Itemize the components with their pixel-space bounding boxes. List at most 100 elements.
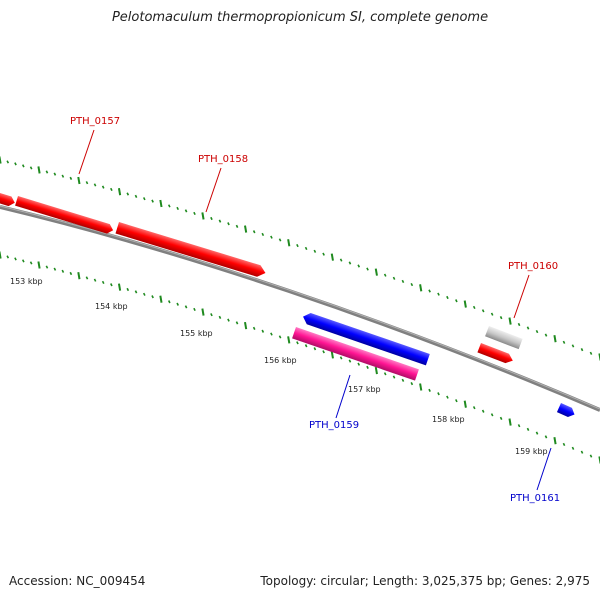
outer-ring-minor-tick bbox=[580, 348, 584, 352]
inner-ring-major-tick bbox=[287, 336, 291, 344]
scale-label-155: 155 kbp bbox=[180, 329, 213, 338]
inner-ring-minor-tick bbox=[481, 409, 485, 413]
inner-ring-minor-tick bbox=[85, 276, 89, 280]
inner-ring-minor-tick bbox=[167, 300, 171, 304]
accession-text: Accession: NC_009454 bbox=[9, 574, 146, 588]
scale-label-154: 154 kbp bbox=[95, 302, 128, 311]
scale-label-158: 158 kbp bbox=[432, 415, 465, 424]
outer-ring-major-tick bbox=[77, 176, 81, 185]
gene-label-pth-0160[interactable]: PTH_0160 bbox=[508, 261, 558, 272]
outer-ring-minor-tick bbox=[313, 249, 317, 253]
inner-ring-minor-tick bbox=[455, 399, 458, 403]
inner-ring-minor-tick bbox=[278, 335, 282, 339]
outer-ring-minor-tick bbox=[270, 235, 273, 239]
inner-ring-minor-tick bbox=[184, 305, 188, 309]
outer-ring-major-tick bbox=[463, 300, 467, 308]
inner-ring-minor-tick bbox=[45, 265, 49, 269]
outer-ring-minor-tick bbox=[428, 289, 431, 293]
inner-ring-minor-tick bbox=[6, 255, 10, 259]
inner-ring-minor-tick bbox=[193, 307, 196, 312]
outer-ring-minor-tick bbox=[322, 252, 325, 256]
leader-line-pth-0158 bbox=[205, 167, 222, 213]
outer-ring-minor-tick bbox=[184, 209, 188, 213]
gene-label-pth-0159[interactable]: PTH_0159 bbox=[309, 420, 359, 431]
gene-arrow-pth-0157[interactable] bbox=[15, 196, 115, 235]
outer-ring-minor-tick bbox=[481, 309, 485, 313]
gene-arrow-pth-0160[interactable] bbox=[477, 343, 514, 365]
outer-ring-minor-tick bbox=[110, 187, 113, 192]
inner-ring-minor-tick bbox=[134, 290, 138, 294]
outer-ring-minor-tick bbox=[348, 261, 352, 265]
inner-ring-minor-tick bbox=[69, 271, 73, 276]
gene-arrow-unlabeled-left[interactable] bbox=[0, 193, 16, 208]
gene-arrow-grey[interactable] bbox=[485, 326, 523, 350]
outer-ring-minor-tick bbox=[176, 206, 179, 211]
outer-ring-major-tick bbox=[244, 225, 248, 233]
scale-label-156: 156 kbp bbox=[264, 356, 297, 365]
outer-ring-major-tick bbox=[117, 188, 122, 196]
scale-label-159: 159 kbp bbox=[515, 447, 548, 456]
inner-ring-major-tick bbox=[463, 400, 467, 408]
outer-ring-minor-tick bbox=[93, 183, 97, 187]
inner-ring-minor-tick bbox=[366, 365, 369, 369]
inner-ring-minor-tick bbox=[218, 315, 222, 319]
inner-ring-major-tick bbox=[244, 321, 248, 330]
inner-ring-major-tick bbox=[330, 351, 334, 359]
inner-ring-minor-tick bbox=[261, 329, 265, 333]
inner-ring-minor-tick bbox=[110, 283, 113, 287]
outer-ring-minor-tick bbox=[21, 164, 25, 168]
outer-ring-minor-tick bbox=[401, 279, 405, 284]
inner-ring-minor-tick bbox=[580, 450, 584, 454]
gene-label-pth-0158[interactable]: PTH_0158 bbox=[198, 154, 248, 165]
gene-arrow-pth-0159[interactable] bbox=[292, 327, 419, 381]
outer-ring-minor-tick bbox=[151, 199, 154, 203]
outer-ring-major-tick bbox=[419, 284, 423, 292]
inner-ring-minor-tick bbox=[589, 454, 593, 458]
inner-ring-major-tick bbox=[374, 366, 378, 375]
gene-arrow-pth-0161[interactable] bbox=[556, 403, 577, 419]
inner-ring-minor-tick bbox=[392, 375, 396, 379]
inner-ring-minor-tick bbox=[401, 378, 405, 382]
outer-ring-minor-tick bbox=[535, 329, 539, 334]
outer-ring-minor-tick bbox=[6, 160, 10, 164]
inner-ring-minor-tick bbox=[348, 359, 352, 363]
outer-ring-minor-tick bbox=[45, 170, 49, 174]
outer-ring-minor-tick bbox=[193, 211, 196, 216]
scale-label-153: 153 kbp bbox=[10, 277, 43, 286]
outer-ring-major-tick bbox=[201, 212, 205, 220]
outer-ring-minor-tick bbox=[589, 351, 593, 355]
inner-ring-major-tick bbox=[508, 418, 512, 426]
outer-ring-major-tick bbox=[508, 317, 512, 325]
outer-ring-minor-tick bbox=[446, 295, 449, 300]
inner-ring-major-tick bbox=[37, 261, 41, 269]
inner-ring-minor-tick bbox=[322, 350, 325, 354]
outer-ring-minor-tick bbox=[296, 243, 299, 248]
inner-ring-minor-tick bbox=[21, 259, 25, 263]
leader-line-pth-0159 bbox=[335, 374, 351, 419]
inner-ring-minor-tick bbox=[535, 431, 539, 435]
outer-ring-major-tick bbox=[287, 239, 291, 247]
outer-tick-ring bbox=[0, 156, 600, 361]
outer-ring-major-tick bbox=[159, 199, 163, 208]
gene-arrow-pth-0158[interactable] bbox=[115, 222, 267, 279]
inner-ring-major-tick bbox=[419, 383, 423, 391]
genome-backbone bbox=[0, 205, 600, 412]
outer-ring-major-tick bbox=[37, 166, 41, 174]
inner-ring-minor-tick bbox=[544, 435, 548, 439]
inner-ring-minor-tick bbox=[383, 372, 387, 376]
inner-ring-minor-tick bbox=[446, 395, 449, 399]
outer-ring-minor-tick bbox=[126, 192, 130, 196]
gene-label-pth-0157[interactable]: PTH_0157 bbox=[70, 116, 120, 127]
topology-summary: Topology: circular; Length: 3,025,375 bp… bbox=[260, 574, 590, 588]
inner-ring-minor-tick bbox=[437, 392, 440, 396]
outer-ring-minor-tick bbox=[437, 292, 440, 296]
outer-ring-minor-tick bbox=[392, 276, 396, 280]
inner-ring-major-tick bbox=[117, 283, 122, 291]
inner-ring-minor-tick bbox=[357, 362, 361, 366]
gene-label-pth-0161[interactable]: PTH_0161 bbox=[510, 493, 560, 504]
gene-arrow-blue-reverse[interactable] bbox=[301, 311, 430, 366]
outer-ring-minor-tick bbox=[53, 172, 57, 176]
outer-ring-minor-tick bbox=[61, 174, 65, 178]
inner-ring-minor-tick bbox=[14, 257, 17, 261]
inner-ring-major-tick bbox=[553, 436, 557, 445]
